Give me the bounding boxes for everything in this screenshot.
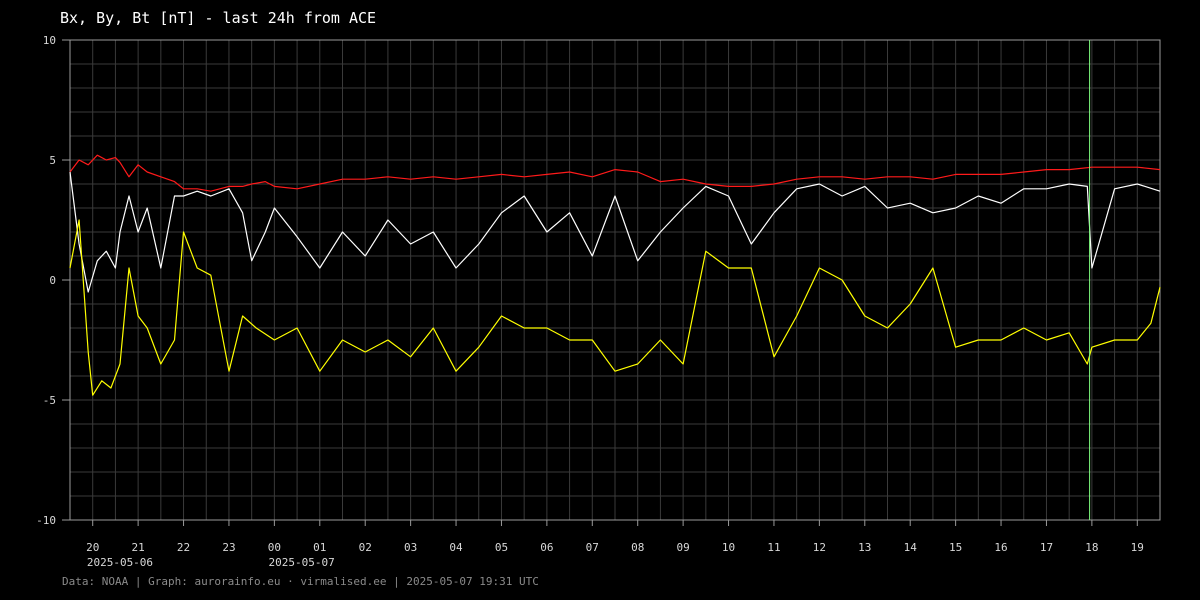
x-tick-label: 11 bbox=[767, 541, 780, 554]
x-tick-label: 05 bbox=[495, 541, 508, 554]
x-tick-label: 16 bbox=[994, 541, 1007, 554]
x-tick-label: 22 bbox=[177, 541, 190, 554]
x-tick-label: 06 bbox=[540, 541, 553, 554]
x-tick-label: 00 bbox=[268, 541, 281, 554]
x-tick-label: 08 bbox=[631, 541, 644, 554]
data-series bbox=[69, 154, 1161, 396]
x-tick-label: 07 bbox=[586, 541, 599, 554]
x-tick-label: 14 bbox=[904, 541, 918, 554]
x-tick-label: 19 bbox=[1131, 541, 1144, 554]
x-tick-label: 18 bbox=[1085, 541, 1098, 554]
axes bbox=[62, 39, 1161, 526]
x-tick-label: 13 bbox=[858, 541, 871, 554]
x-tick-label: 15 bbox=[949, 541, 962, 554]
x-tick-label: 17 bbox=[1040, 541, 1053, 554]
x-tick-label: 03 bbox=[404, 541, 417, 554]
data-credit: Data: NOAA | Graph: aurorainfo.eu · virm… bbox=[62, 575, 539, 588]
date-label: 2025-05-07 bbox=[269, 556, 335, 569]
series-line-bx bbox=[69, 171, 1161, 293]
y-tick-label: -10 bbox=[36, 514, 56, 527]
series-line-bt bbox=[69, 154, 1161, 192]
x-tick-label: 21 bbox=[132, 541, 145, 554]
chart-title: Bx, By, Bt [nT] - last 24h from ACE bbox=[60, 9, 377, 27]
x-tick-label: 09 bbox=[677, 541, 690, 554]
x-tick-label: 20 bbox=[86, 541, 99, 554]
tick-labels: 10 5 0 -5 -10 20 21 22 23 00 01 02 03 04 05 06 07 08 09 10 1… bbox=[36, 34, 1144, 569]
x-tick-label: 01 bbox=[313, 541, 326, 554]
x-tick-label: 10 bbox=[722, 541, 735, 554]
x-tick-label: 02 bbox=[359, 541, 372, 554]
series-line-by bbox=[69, 219, 1161, 396]
x-tick-label: 04 bbox=[449, 541, 463, 554]
x-tick-label: 12 bbox=[813, 541, 826, 554]
grid bbox=[69, 39, 1161, 521]
x-tick-label: 23 bbox=[222, 541, 235, 554]
date-label: 2025-05-06 bbox=[87, 556, 153, 569]
y-tick-label: 0 bbox=[49, 274, 56, 287]
y-tick-label: 10 bbox=[43, 34, 56, 47]
y-tick-label: 5 bbox=[49, 154, 56, 167]
y-tick-label: -5 bbox=[43, 394, 56, 407]
